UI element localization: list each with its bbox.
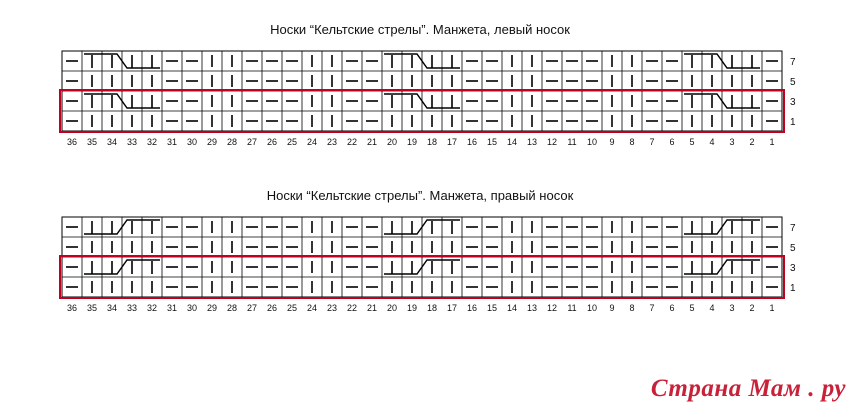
column-label: 36 xyxy=(67,137,77,147)
row-label: 7 xyxy=(790,57,796,68)
site-watermark: Страна Мам . ру xyxy=(650,375,846,402)
column-label: 32 xyxy=(147,303,157,313)
column-label: 1 xyxy=(769,137,774,147)
chart-title-left: Носки “Кельтские стрелы”. Манжета, левый… xyxy=(270,22,570,37)
column-label: 35 xyxy=(87,137,97,147)
column-label: 33 xyxy=(127,137,137,147)
column-label: 15 xyxy=(487,137,497,147)
row-label: 3 xyxy=(790,263,796,274)
cable-cross-symbol xyxy=(684,259,760,275)
column-label: 2 xyxy=(749,303,754,313)
column-label: 23 xyxy=(327,137,337,147)
column-label: 20 xyxy=(387,137,397,147)
column-label: 30 xyxy=(187,137,197,147)
column-label: 11 xyxy=(567,303,576,313)
column-label: 4 xyxy=(709,137,714,147)
column-label: 26 xyxy=(267,137,277,147)
cable-cross-symbol xyxy=(84,219,160,235)
column-label: 28 xyxy=(227,137,237,147)
column-label: 16 xyxy=(467,137,477,147)
column-label: 24 xyxy=(307,137,317,147)
row-label: 7 xyxy=(790,223,796,234)
column-label: 23 xyxy=(327,303,337,313)
column-label: 4 xyxy=(709,303,714,313)
column-label: 13 xyxy=(527,303,537,313)
column-label: 18 xyxy=(427,137,437,147)
column-label: 19 xyxy=(407,137,417,147)
cable-cross-symbol xyxy=(84,53,160,69)
cable-cross-symbol xyxy=(84,259,160,275)
column-label: 25 xyxy=(287,303,297,313)
column-label: 10 xyxy=(587,137,597,147)
column-label: 27 xyxy=(247,137,257,147)
column-label: 29 xyxy=(207,303,217,313)
column-label: 34 xyxy=(107,303,117,313)
column-label: 31 xyxy=(167,137,177,147)
column-label: 3 xyxy=(729,137,734,147)
column-label: 7 xyxy=(649,137,654,147)
column-label: 12 xyxy=(547,137,557,147)
column-label: 27 xyxy=(247,303,257,313)
column-label: 8 xyxy=(629,303,634,313)
row-label: 3 xyxy=(790,97,796,108)
column-label: 17 xyxy=(447,137,457,147)
highlighted-rows-frame xyxy=(59,89,785,133)
column-label: 21 xyxy=(367,303,377,313)
column-label: 8 xyxy=(629,137,634,147)
column-label: 21 xyxy=(367,137,377,147)
cable-cross-symbol xyxy=(384,93,460,109)
column-label: 16 xyxy=(467,303,477,313)
column-label: 22 xyxy=(347,303,357,313)
column-label: 12 xyxy=(547,303,557,313)
column-label: 33 xyxy=(127,303,137,313)
column-label: 14 xyxy=(507,137,517,147)
cable-cross-symbol xyxy=(684,219,760,235)
column-label: 30 xyxy=(187,303,197,313)
column-label: 26 xyxy=(267,303,277,313)
column-label: 6 xyxy=(669,137,674,147)
cable-cross-symbol xyxy=(384,259,460,275)
column-label: 36 xyxy=(67,303,77,313)
column-label: 1 xyxy=(769,303,774,313)
row-label: 1 xyxy=(790,117,796,128)
column-label: 7 xyxy=(649,303,654,313)
row-label: 1 xyxy=(790,283,796,294)
column-label: 15 xyxy=(487,303,497,313)
row-label: 5 xyxy=(790,243,796,254)
column-label: 34 xyxy=(107,137,117,147)
column-label: 11 xyxy=(567,137,576,147)
column-label: 17 xyxy=(447,303,457,313)
chart-title-right: Носки “Кельтские стрелы”. Манжета, правы… xyxy=(266,188,574,203)
column-label: 20 xyxy=(387,303,397,313)
cable-cross-symbol xyxy=(384,53,460,69)
column-label: 10 xyxy=(587,303,597,313)
column-label: 31 xyxy=(167,303,177,313)
column-label: 35 xyxy=(87,303,97,313)
cable-cross-symbol xyxy=(684,93,760,109)
column-label: 24 xyxy=(307,303,317,313)
column-label: 29 xyxy=(207,137,217,147)
column-label: 22 xyxy=(347,137,357,147)
cable-cross-symbol xyxy=(84,93,160,109)
column-label: 28 xyxy=(227,303,237,313)
row-label: 5 xyxy=(790,77,796,88)
column-label: 13 xyxy=(527,137,537,147)
column-label: 5 xyxy=(689,137,694,147)
highlighted-rows-frame xyxy=(59,255,785,299)
cable-cross-symbol xyxy=(384,219,460,235)
column-label: 18 xyxy=(427,303,437,313)
column-label: 19 xyxy=(407,303,417,313)
column-label: 5 xyxy=(689,303,694,313)
cable-cross-symbol xyxy=(684,53,760,69)
column-label: 9 xyxy=(609,137,614,147)
column-label: 3 xyxy=(729,303,734,313)
column-label: 14 xyxy=(507,303,517,313)
column-label: 32 xyxy=(147,137,157,147)
column-label: 2 xyxy=(749,137,754,147)
column-label: 25 xyxy=(287,137,297,147)
column-label: 9 xyxy=(609,303,614,313)
column-label: 6 xyxy=(669,303,674,313)
